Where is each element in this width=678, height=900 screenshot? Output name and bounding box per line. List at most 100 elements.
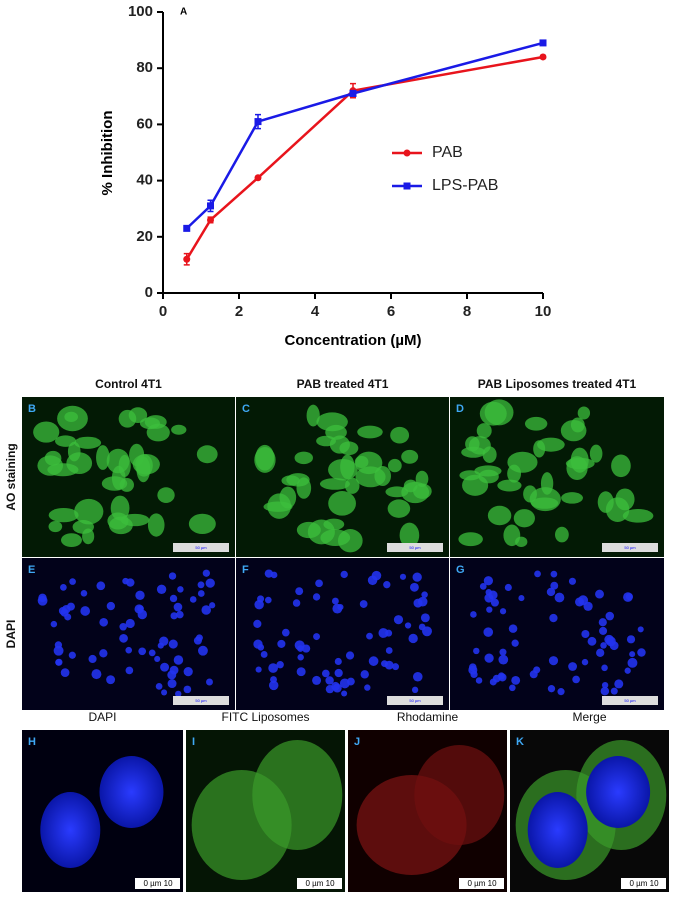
nucleus bbox=[605, 611, 615, 621]
cell bbox=[476, 423, 492, 439]
cell bbox=[533, 440, 546, 458]
nucleus bbox=[255, 666, 262, 673]
nucleus bbox=[154, 655, 161, 662]
nucleus bbox=[122, 577, 129, 585]
nucleus bbox=[586, 756, 651, 828]
confocal-header: FITC Liposomes bbox=[221, 710, 309, 724]
y-tick-label: 20 bbox=[136, 228, 153, 245]
row-header: AO staining bbox=[4, 443, 18, 510]
legend-label: PAB bbox=[432, 144, 463, 161]
nucleus bbox=[268, 680, 279, 691]
nucleus bbox=[60, 668, 70, 677]
nucleus bbox=[119, 623, 127, 631]
nucleus bbox=[53, 645, 64, 656]
nucleus bbox=[637, 648, 646, 657]
nucleus bbox=[168, 639, 178, 649]
nucleus bbox=[321, 669, 330, 678]
nucleus bbox=[64, 613, 72, 621]
nucleus bbox=[277, 639, 286, 648]
nucleus bbox=[383, 581, 391, 589]
nucleus bbox=[490, 598, 499, 607]
nucleus bbox=[368, 656, 379, 666]
cell bbox=[74, 436, 102, 449]
nucleus bbox=[270, 571, 278, 579]
cell bbox=[357, 425, 383, 439]
nucleus bbox=[581, 629, 590, 639]
nucleus bbox=[404, 622, 412, 629]
nucleus bbox=[160, 662, 170, 672]
cell bbox=[479, 401, 507, 426]
scale-bar-label: 50 µm bbox=[409, 545, 421, 550]
nucleus bbox=[155, 683, 163, 690]
cell bbox=[337, 529, 363, 553]
nucleus bbox=[550, 581, 559, 590]
confocal-header: DAPI bbox=[88, 710, 116, 724]
nucleus bbox=[488, 590, 498, 600]
nucleus bbox=[600, 686, 610, 696]
scale-bar-label: 0 µm 10 bbox=[305, 879, 335, 888]
nucleus bbox=[183, 685, 192, 694]
nucleus bbox=[393, 615, 404, 625]
nucleus bbox=[548, 656, 559, 666]
cell bbox=[487, 505, 512, 526]
nucleus bbox=[260, 651, 268, 658]
cell bbox=[354, 455, 369, 469]
micrographs: Control 4T1 PAB treated 4T1 PAB Liposomes … bbox=[4, 377, 669, 892]
cell bbox=[561, 492, 583, 504]
nucleus bbox=[170, 612, 178, 620]
x-tick-label: 8 bbox=[463, 303, 471, 320]
nucleus bbox=[366, 632, 373, 640]
nucleus bbox=[345, 651, 355, 660]
cell bbox=[524, 416, 548, 431]
cell bbox=[157, 487, 175, 503]
nucleus bbox=[518, 595, 525, 602]
nucleus bbox=[598, 618, 607, 627]
nucleus bbox=[626, 635, 636, 644]
scale-bar-box bbox=[173, 696, 229, 705]
cytoplasm bbox=[414, 745, 505, 845]
nucleus bbox=[168, 572, 177, 580]
legend-marker bbox=[403, 182, 411, 190]
x-tick-label: 10 bbox=[535, 303, 552, 320]
cell bbox=[530, 497, 559, 509]
nucleus bbox=[68, 651, 76, 659]
nucleus bbox=[364, 684, 371, 691]
nucleus bbox=[99, 649, 108, 658]
nucleus bbox=[340, 570, 348, 579]
nucleus bbox=[135, 590, 145, 601]
panel-letter: B bbox=[28, 403, 36, 415]
y-tick-label: 100 bbox=[128, 3, 153, 20]
cell bbox=[136, 456, 151, 483]
scale-bar-label: 0 µm 10 bbox=[629, 879, 659, 888]
nucleus bbox=[169, 665, 179, 675]
nucleus bbox=[96, 581, 106, 591]
panel-letter: J bbox=[354, 736, 360, 748]
nucleus bbox=[313, 633, 320, 641]
nucleus bbox=[483, 576, 494, 586]
nucleus bbox=[596, 648, 605, 657]
nucleus bbox=[294, 640, 305, 651]
nucleus bbox=[55, 658, 63, 666]
nucleus bbox=[473, 647, 480, 655]
nucleus bbox=[325, 676, 334, 685]
micrograph bbox=[450, 558, 664, 710]
cell bbox=[61, 533, 82, 547]
cell bbox=[255, 444, 275, 471]
cell bbox=[462, 474, 489, 496]
nucleus bbox=[381, 660, 388, 668]
scale-bar-label: 50 µm bbox=[195, 545, 207, 550]
nucleus bbox=[88, 654, 97, 664]
nucleus bbox=[176, 610, 184, 619]
scale-bar-box bbox=[135, 878, 180, 889]
legend-label: LPS-PAB bbox=[432, 177, 498, 194]
nucleus bbox=[554, 592, 565, 603]
nucleus bbox=[156, 584, 167, 595]
scale-bar-box bbox=[387, 543, 443, 552]
y-tick-label: 80 bbox=[136, 59, 153, 76]
nucleus bbox=[334, 668, 343, 678]
nucleus bbox=[578, 595, 589, 606]
nucleus bbox=[420, 613, 430, 623]
panel-letter: F bbox=[242, 564, 249, 576]
cell bbox=[385, 486, 409, 498]
nucleus bbox=[499, 648, 507, 656]
